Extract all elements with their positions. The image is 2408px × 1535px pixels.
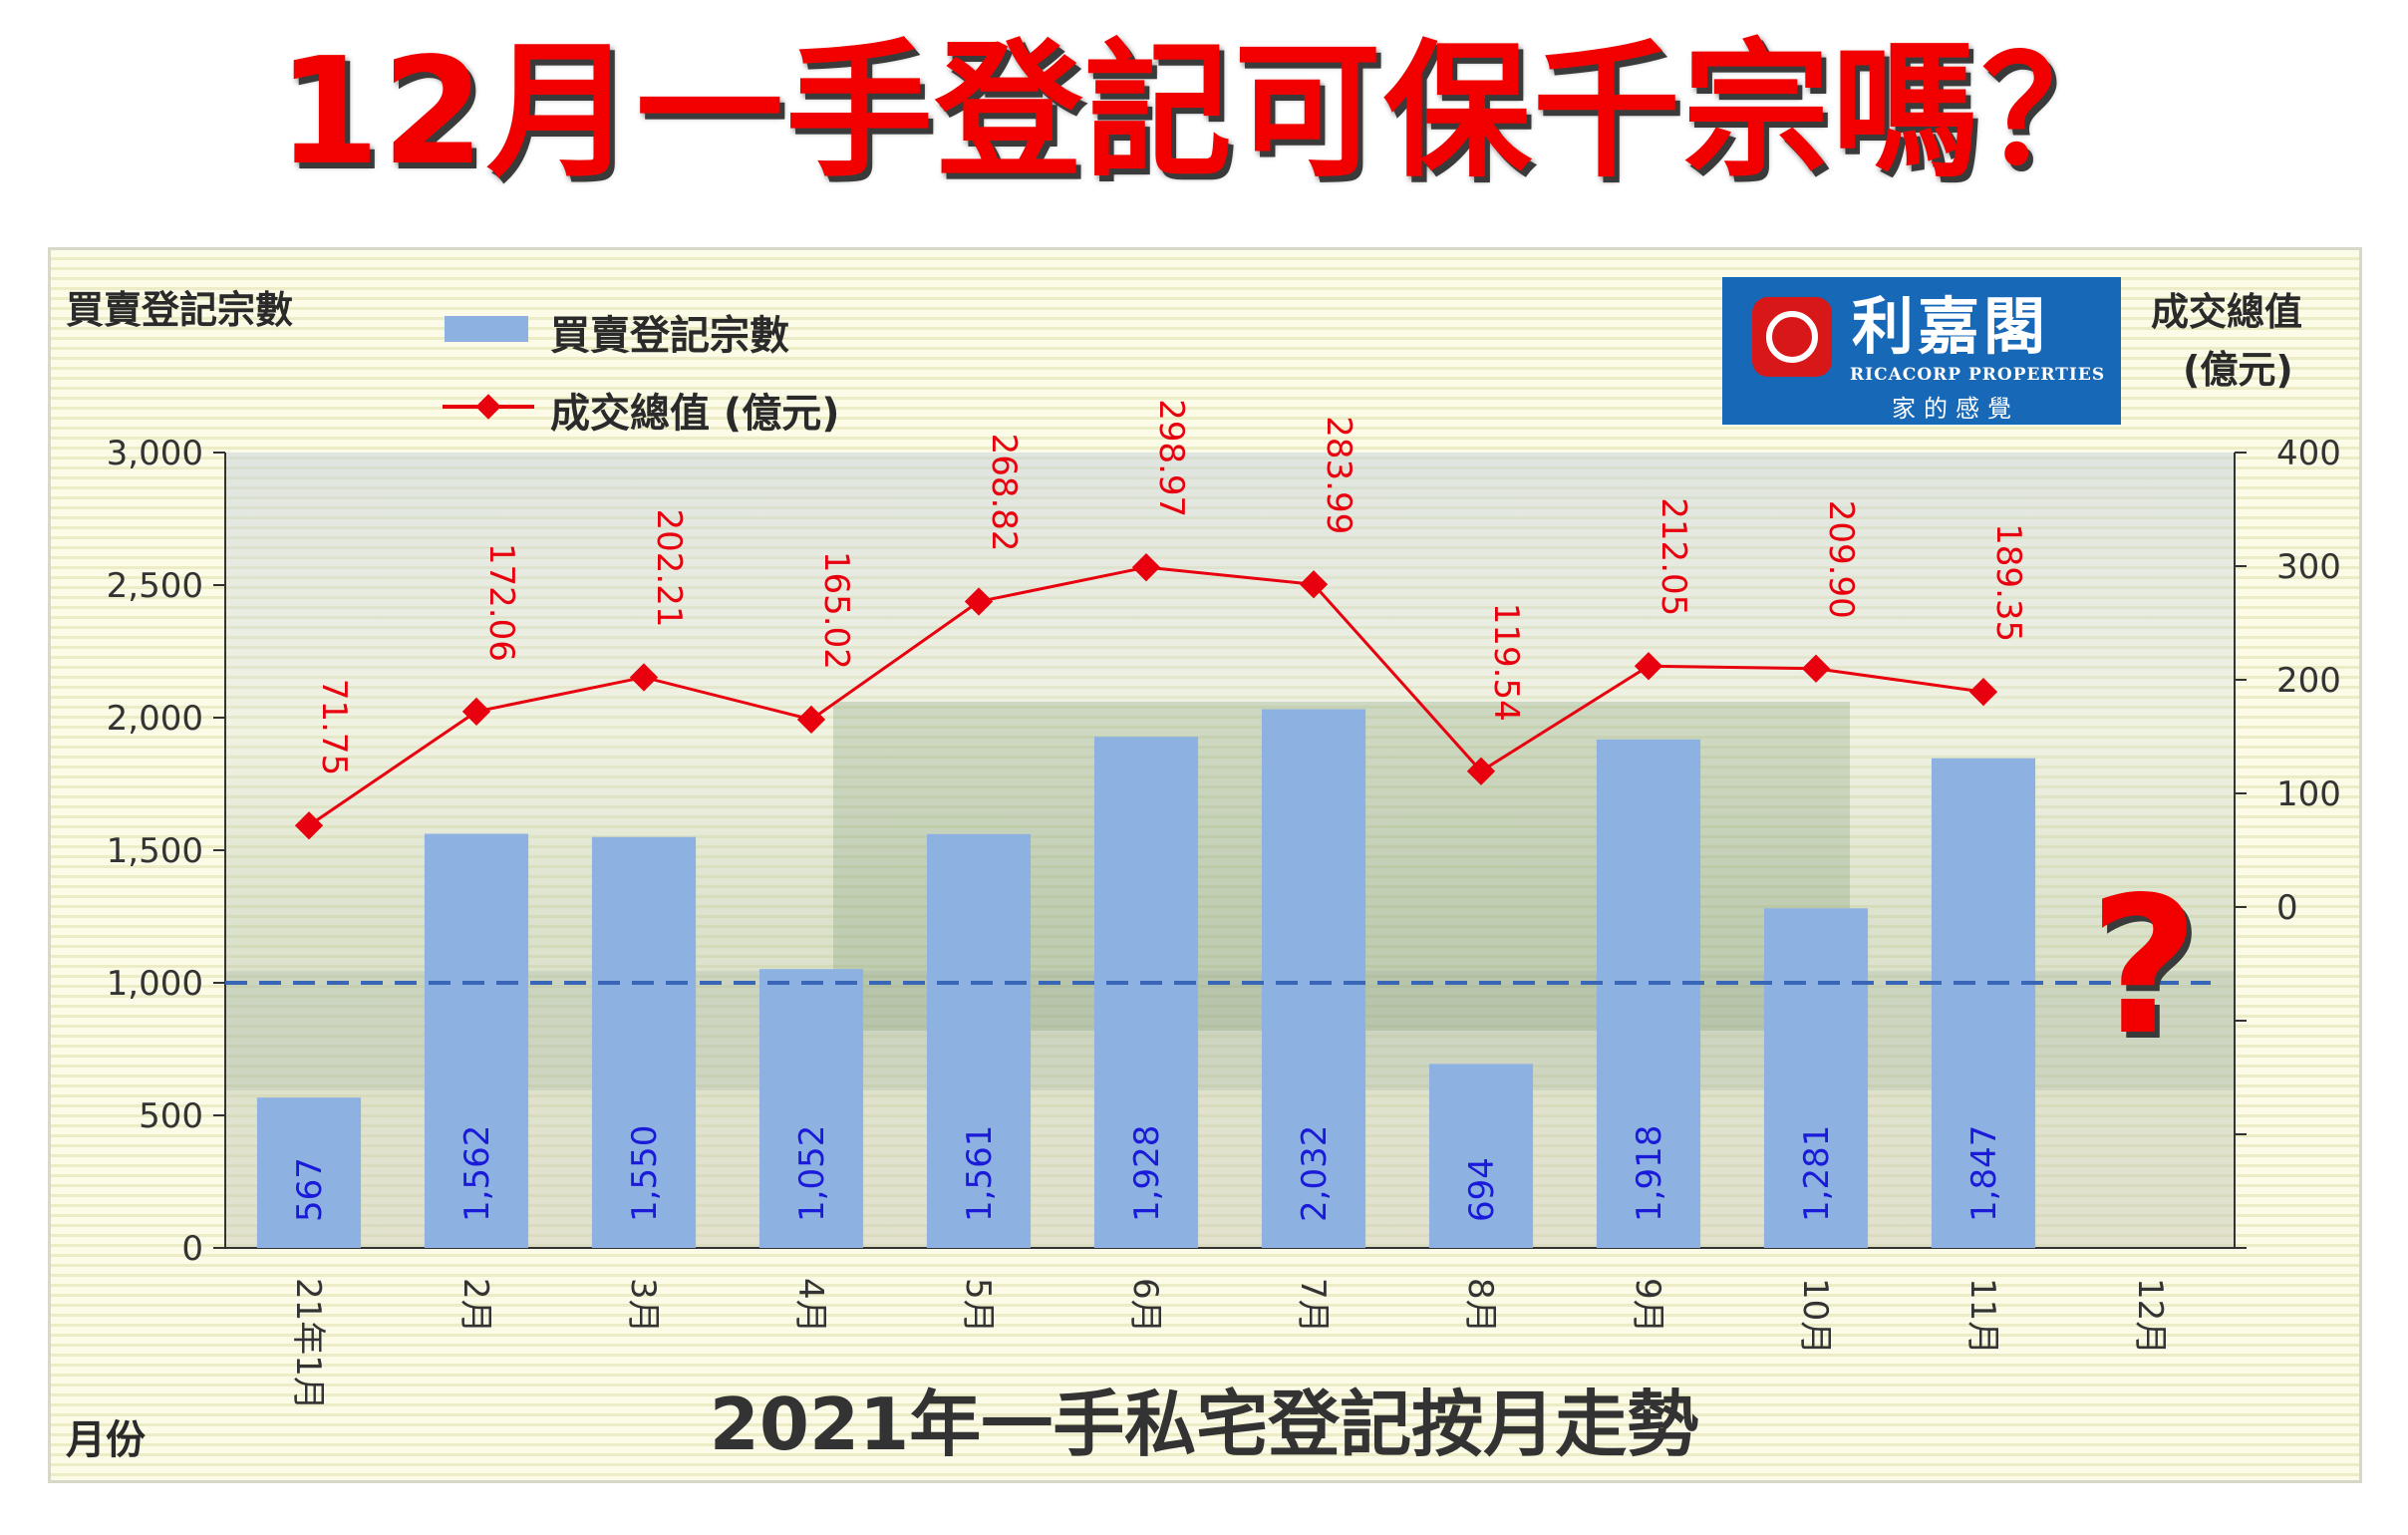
bar (1931, 758, 2036, 1248)
bar (758, 969, 864, 1248)
line-point-marker (1634, 652, 1663, 681)
bar (424, 833, 529, 1248)
bar (1093, 737, 1199, 1248)
chart-caption: 2021年一手私宅登記按月走勢 (709, 1382, 1699, 1466)
bar (1428, 1064, 1534, 1248)
line-point-marker (964, 587, 994, 616)
question-mark: ? (2089, 856, 2200, 1076)
y-tick-label: 500 (139, 1096, 203, 1136)
legend-bar-label: 買賣登記宗數 (550, 313, 789, 359)
y2-tick-label: 200 (2276, 661, 2341, 701)
bar-value-label: 2,032 (1295, 1125, 1335, 1222)
y2-tick-label: 400 (2276, 434, 2341, 473)
x-tick-label: 4月 (790, 1278, 830, 1334)
bar (591, 836, 697, 1248)
logo-mark-icon (1752, 297, 1832, 377)
line-value-label: 119.54 (1486, 603, 1526, 722)
x-tick-label: 8月 (1460, 1278, 1500, 1334)
bar (1261, 709, 1366, 1248)
bar-value-label: 1,918 (1630, 1125, 1669, 1222)
line-value-label: 283.99 (1319, 416, 1358, 534)
x-tick-label: 10月 (1795, 1278, 1835, 1355)
y-tick-label: 1,500 (107, 831, 203, 871)
line-point-marker (1801, 654, 1831, 683)
y2-axis-title-line2: (億元) (2183, 348, 2293, 392)
line-value-label: 268.82 (984, 434, 1024, 552)
y-tick-label: 3,000 (107, 434, 203, 473)
x-axis-title: 月份 (66, 1417, 146, 1463)
line-point-marker (1131, 553, 1161, 582)
bar-value-label: 1,550 (625, 1125, 665, 1222)
legend-line-swatch (443, 394, 534, 420)
x-tick-label: 5月 (958, 1278, 998, 1334)
bar-value-label: 1,052 (792, 1125, 832, 1222)
line-value-label: 71.75 (314, 679, 354, 775)
bar-value-label: 1,561 (960, 1125, 1000, 1222)
y2-tick-label: 300 (2276, 547, 2341, 587)
line-value-label: 189.35 (1988, 523, 2028, 642)
logo-tagline: 家的感覺 (1892, 395, 2019, 423)
bar (256, 1097, 362, 1248)
bar-value-label: 1,928 (1127, 1125, 1167, 1222)
ricacorp-logo: 利嘉閣 RICACORP PROPERTIES 家的感覺 (1722, 277, 2121, 425)
x-tick-label: 21年1月 (288, 1278, 328, 1410)
line-point-marker (1299, 570, 1329, 599)
line-point-marker (629, 663, 659, 692)
bar (926, 833, 1032, 1248)
line-point-marker (461, 697, 491, 726)
line-value-label: 172.06 (481, 543, 521, 662)
x-tick-label: 2月 (455, 1278, 495, 1334)
line-point-marker (796, 705, 826, 735)
x-tick-label: 9月 (1628, 1278, 1667, 1334)
y2-tick-label: 100 (2276, 774, 2341, 814)
line-value-label: 209.90 (1821, 500, 1861, 619)
x-tick-label: 12月 (2130, 1278, 2170, 1355)
logo-name-cn: 利嘉閣 (1852, 290, 2050, 363)
bar-value-label: 694 (1462, 1157, 1502, 1222)
bar (1596, 739, 1701, 1248)
line-value-label: 298.97 (1151, 399, 1191, 517)
y-axis-title: 買賣登記宗數 (66, 288, 294, 332)
bar-value-label: 567 (290, 1157, 330, 1222)
line-point-marker (1466, 757, 1496, 785)
background-waterfront (225, 971, 2235, 1090)
x-tick-label: 7月 (1293, 1278, 1333, 1334)
bar-value-label: 1,847 (1964, 1125, 2004, 1222)
y-tick-label: 2,000 (107, 699, 203, 739)
y-tick-label: 0 (181, 1229, 203, 1269)
line-point-marker (294, 811, 324, 840)
x-tick-label: 11月 (1962, 1278, 2002, 1355)
headline: 12月一手登記可保千宗嗎？ (277, 26, 2131, 197)
y-tick-label: 2,500 (107, 566, 203, 606)
line-point-marker (1968, 677, 1998, 707)
line-value-label: 212.05 (1654, 497, 1693, 616)
line-value-label: 202.21 (649, 509, 689, 628)
x-tick-label: 3月 (623, 1278, 663, 1334)
y2-tick-label: 0 (2276, 888, 2298, 928)
logo-name-en: RICACORP PROPERTIES (1850, 365, 2106, 385)
bar (1763, 908, 1869, 1248)
x-tick-label: 6月 (1125, 1278, 1165, 1334)
line-value-label: 165.02 (816, 551, 856, 670)
y-tick-label: 1,000 (107, 964, 203, 1004)
bar-value-label: 1,562 (457, 1125, 497, 1222)
bar-value-label: 1,281 (1797, 1125, 1837, 1222)
y2-axis-title-line1: 成交總值 (2151, 290, 2303, 334)
legend-line-label: 成交總值 (億元) (550, 391, 840, 437)
legend-bar-swatch (445, 316, 528, 342)
